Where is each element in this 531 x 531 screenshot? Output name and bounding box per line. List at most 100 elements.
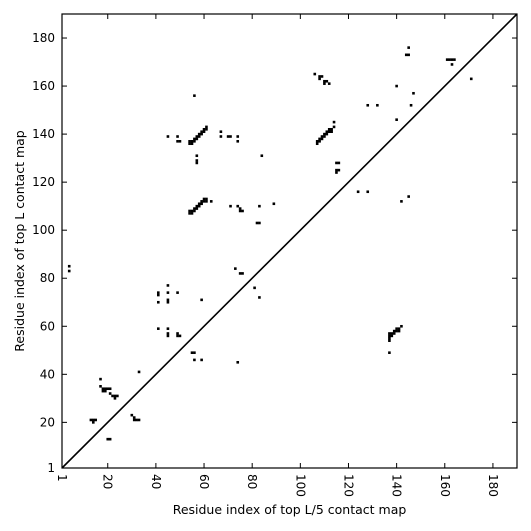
data-point — [132, 418, 136, 422]
data-point — [390, 334, 394, 338]
x-tick-label: 140 — [390, 474, 404, 497]
data-point — [188, 140, 191, 143]
data-point — [356, 190, 360, 194]
data-point — [166, 298, 170, 302]
data-point — [193, 209, 196, 213]
data-point — [205, 197, 208, 201]
data-point — [67, 269, 71, 273]
data-point — [327, 130, 331, 134]
data-point — [176, 334, 179, 338]
data-point — [392, 329, 396, 333]
y-tick-label: 160 — [32, 79, 55, 93]
data-point — [89, 418, 93, 422]
data-point — [195, 135, 199, 138]
data-point — [323, 132, 326, 136]
data-point — [407, 195, 410, 198]
data-point — [236, 140, 240, 143]
data-point — [453, 58, 456, 61]
data-point — [176, 135, 179, 138]
data-point — [166, 284, 170, 287]
data-point — [106, 437, 110, 441]
data-point — [320, 137, 324, 141]
data-point — [366, 190, 370, 194]
data-point — [337, 161, 341, 165]
data-point — [195, 154, 199, 158]
y-tick-label: 40 — [40, 367, 55, 381]
data-point — [323, 135, 326, 138]
y-tick-label: 1 — [47, 461, 55, 475]
data-point — [226, 135, 230, 138]
data-point — [320, 135, 324, 138]
data-point — [255, 221, 259, 225]
data-point — [404, 53, 408, 57]
plot-frame — [61, 13, 518, 469]
data-point — [390, 332, 394, 335]
data-point — [108, 387, 112, 391]
data-point — [407, 46, 410, 49]
data-point — [469, 77, 473, 81]
data-point — [200, 202, 203, 206]
data-point — [94, 418, 98, 422]
data-point — [188, 212, 191, 215]
data-point — [197, 132, 201, 136]
data-point — [335, 168, 338, 172]
x-axis-label: Residue index of top L/5 contact map — [173, 502, 407, 517]
data-point — [241, 209, 244, 213]
x-tick-label: 160 — [438, 474, 452, 497]
data-point — [258, 204, 261, 208]
x-tick-label: 80 — [245, 474, 259, 489]
data-point — [111, 394, 114, 398]
data-point — [193, 351, 196, 354]
data-point — [166, 327, 170, 330]
data-point — [132, 416, 136, 419]
data-point — [388, 332, 391, 335]
data-point — [236, 361, 240, 364]
data-point — [99, 377, 102, 381]
data-point — [236, 204, 240, 208]
y-tick-label: 100 — [32, 223, 55, 237]
data-point — [176, 332, 179, 335]
y-tick-label: 20 — [40, 415, 55, 429]
data-point — [200, 132, 203, 136]
data-point — [376, 103, 379, 107]
data-point — [395, 118, 398, 121]
data-point — [205, 200, 208, 203]
y-axis-label: Residue index of top L contact map — [12, 130, 27, 351]
data-point — [323, 82, 326, 85]
y-tick-label: 140 — [32, 127, 55, 141]
data-point — [205, 128, 208, 131]
data-point — [178, 140, 182, 143]
data-point — [137, 370, 141, 374]
x-tick-label: 1 — [55, 474, 69, 482]
data-point — [318, 75, 321, 78]
x-tick-label: 40 — [149, 474, 163, 489]
data-point — [195, 137, 199, 141]
data-point — [409, 103, 413, 107]
data-point — [325, 79, 329, 83]
data-point — [325, 130, 329, 134]
data-point — [397, 327, 401, 330]
data-point — [99, 385, 102, 388]
data-point — [202, 128, 206, 131]
data-point — [388, 351, 391, 354]
data-point — [104, 387, 107, 391]
data-point — [236, 135, 240, 138]
data-point — [330, 130, 333, 134]
data-point — [195, 161, 199, 165]
data-point — [332, 120, 336, 124]
x-axis-ticks: 1 20 40 60 80 100 120 140 160 180 — [55, 14, 500, 497]
data-point — [166, 135, 170, 138]
y-tick-label: 180 — [32, 31, 55, 45]
data-point — [395, 84, 398, 88]
data-point — [113, 394, 117, 398]
data-point — [318, 140, 321, 143]
y-tick-label: 120 — [32, 175, 55, 189]
data-point — [335, 161, 338, 165]
data-point — [258, 221, 261, 225]
data-point — [193, 358, 196, 362]
data-point — [108, 392, 112, 395]
data-point — [106, 387, 110, 391]
data-point — [335, 171, 338, 174]
data-point — [238, 209, 242, 213]
